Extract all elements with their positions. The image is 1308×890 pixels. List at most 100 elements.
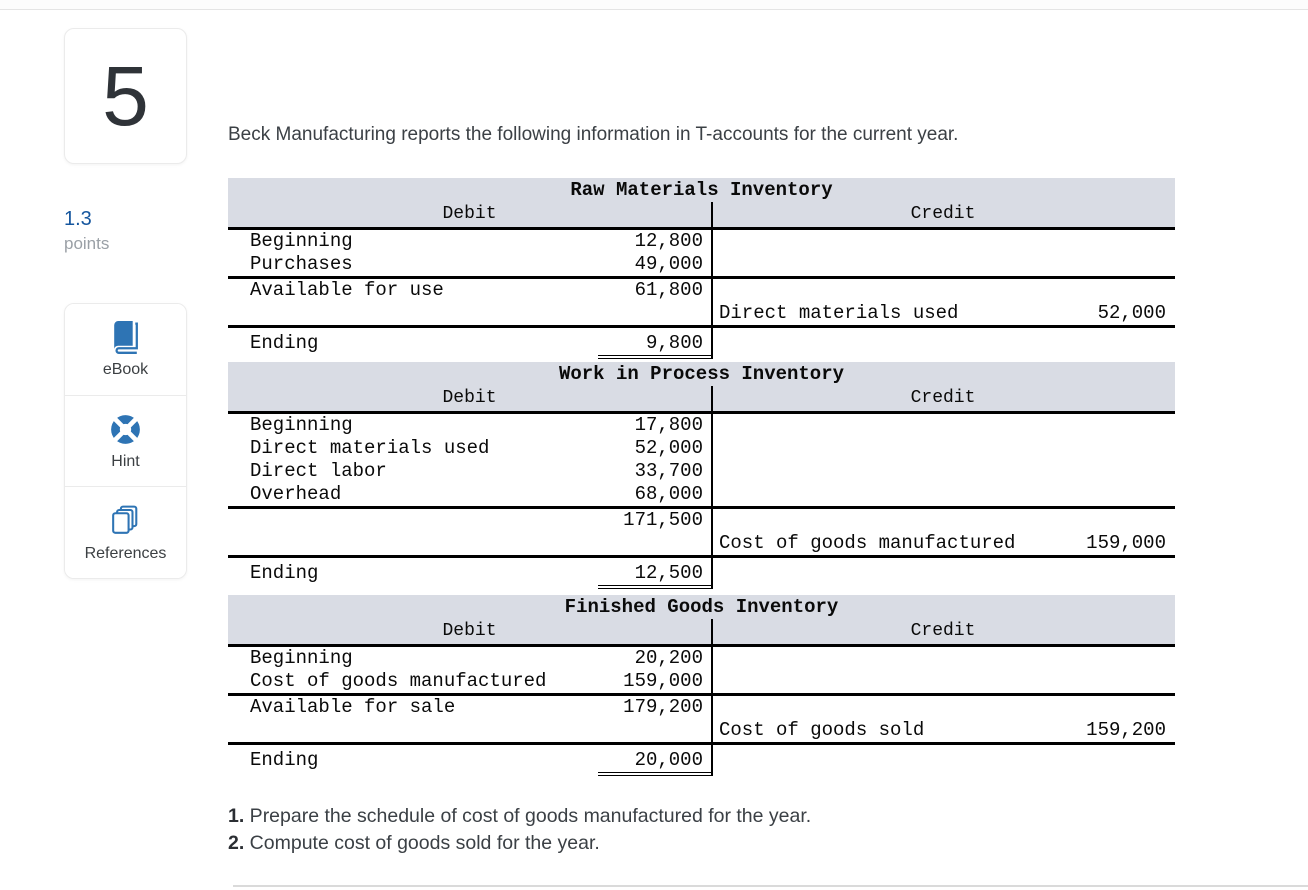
credit-label [711, 230, 1060, 253]
question-tools-card: eBook Hint [64, 303, 187, 579]
references-button[interactable]: References [65, 486, 186, 578]
points-block: 1.3 points [64, 208, 109, 254]
instruction-item: 2. Compute cost of goods sold for the ye… [228, 830, 1218, 857]
table-row: Cost of goods manufactured 159,000 [228, 670, 1175, 693]
points-label: points [64, 234, 110, 253]
credit-header: Credit [910, 388, 976, 408]
credit-label [711, 696, 1060, 719]
table-row-ending: Ending 20,000 [228, 745, 1175, 776]
debit-amount [598, 302, 711, 325]
credit-amount [1060, 509, 1175, 532]
lifebuoy-icon [107, 411, 144, 448]
credit-amount: 159,200 [1086, 719, 1166, 741]
debit-amount: 61,800 [634, 279, 703, 301]
debit-amount [598, 532, 711, 555]
points-value: 1.3 [64, 208, 92, 230]
ebook-button[interactable]: eBook [65, 304, 186, 395]
credit-label [711, 748, 1060, 776]
t-account-header: Work in Process Inventory Debit Credit [228, 362, 1175, 411]
rule-line [228, 325, 1175, 328]
credit-amount [1060, 696, 1175, 719]
ebook-label: eBook [102, 361, 149, 379]
question-number: 5 [102, 49, 149, 143]
debit-amount: 12,800 [634, 230, 703, 252]
references-label: References [84, 544, 167, 562]
credit-amount [1060, 437, 1175, 460]
credit-amount [1060, 279, 1175, 302]
table-row: Beginning 12,800 [228, 230, 1175, 253]
table-row: Purchases 49,000 [228, 253, 1175, 276]
table-row: Available for use 61,800 [228, 279, 1175, 302]
debit-amount: 52,000 [634, 437, 703, 459]
debit-header: Debit [442, 388, 497, 408]
debit-label [228, 532, 598, 555]
question-number-card: 5 [64, 28, 187, 164]
debit-label: Beginning [250, 647, 353, 669]
t-account-work-in-process: Work in Process Inventory Debit Credit B… [228, 362, 1175, 589]
credit-label [711, 279, 1060, 302]
debit-amount [598, 719, 711, 742]
t-account-divider-line [711, 619, 713, 776]
debit-label [228, 509, 598, 532]
credit-label [711, 253, 1060, 276]
credit-label [711, 437, 1060, 460]
t-account-raw-materials: Raw Materials Inventory Debit Credit Beg… [228, 178, 1175, 359]
credit-label [711, 561, 1060, 589]
debit-amount: 17,800 [634, 414, 703, 436]
debit-label: Beginning [250, 230, 353, 252]
instruction-item: 1. Prepare the schedule of cost of goods… [228, 803, 1218, 830]
credit-header: Credit [910, 204, 976, 224]
debit-label [228, 719, 598, 742]
debit-header: Debit [442, 621, 497, 641]
top-border-strip [0, 0, 1308, 10]
rule-line [228, 644, 1175, 647]
debit-label: Cost of goods manufactured [250, 670, 547, 692]
credit-label [711, 509, 1060, 532]
table-row: Cost of goods sold 159,200 [228, 719, 1175, 742]
rule-line [228, 693, 1175, 696]
instruction-text: Compute cost of goods sold for the year. [244, 832, 600, 854]
table-row-ending: Ending 9,800 [228, 328, 1175, 359]
instruction-number: 1. [228, 805, 245, 827]
credit-amount [1060, 748, 1175, 776]
debit-amount: 171,500 [623, 509, 703, 531]
t-account-header: Finished Goods Inventory Debit Credit [228, 595, 1175, 644]
debit-label: Available for use [250, 279, 444, 301]
table-row-ending: Ending 12,500 [228, 558, 1175, 589]
credit-amount [1060, 647, 1175, 670]
t-account-divider-line [711, 202, 713, 359]
credit-amount [1060, 670, 1175, 693]
credit-amount [1060, 460, 1175, 483]
table-row: Cost of goods manufactured 159,000 [228, 532, 1175, 555]
question-intro: Beck Manufacturing reports the following… [228, 124, 959, 145]
credit-label: Cost of goods sold [719, 719, 925, 741]
debit-label: Purchases [250, 253, 353, 275]
debit-amount: 68,000 [634, 483, 703, 505]
credit-label [711, 414, 1060, 437]
debit-amount-double-underline: 9,800 [598, 331, 711, 359]
credit-label [711, 670, 1060, 693]
t-account-title: Finished Goods Inventory [564, 596, 839, 618]
pages-icon [107, 503, 144, 540]
debit-header: Debit [442, 204, 497, 224]
credit-label [711, 483, 1060, 506]
debit-amount-double-underline: 12,500 [598, 561, 711, 589]
debit-credit-header-row: Debit Credit [228, 619, 1175, 644]
debit-amount-double-underline: 20,000 [598, 748, 711, 776]
t-account-title: Work in Process Inventory [558, 363, 845, 385]
rule-line [228, 227, 1175, 230]
table-row: 171,500 [228, 509, 1175, 532]
t-account-divider-line [711, 386, 713, 589]
hint-button[interactable]: Hint [65, 394, 186, 487]
credit-amount [1060, 561, 1175, 589]
table-row: Overhead 68,000 [228, 483, 1175, 506]
credit-amount [1060, 230, 1175, 253]
debit-label: Direct labor [250, 460, 387, 482]
debit-label: Overhead [250, 483, 342, 505]
credit-amount [1060, 483, 1175, 506]
debit-label: Available for sale [250, 696, 456, 718]
table-row: Direct labor 33,700 [228, 460, 1175, 483]
credit-label: Cost of goods manufactured [719, 532, 1016, 554]
credit-label [711, 331, 1060, 359]
